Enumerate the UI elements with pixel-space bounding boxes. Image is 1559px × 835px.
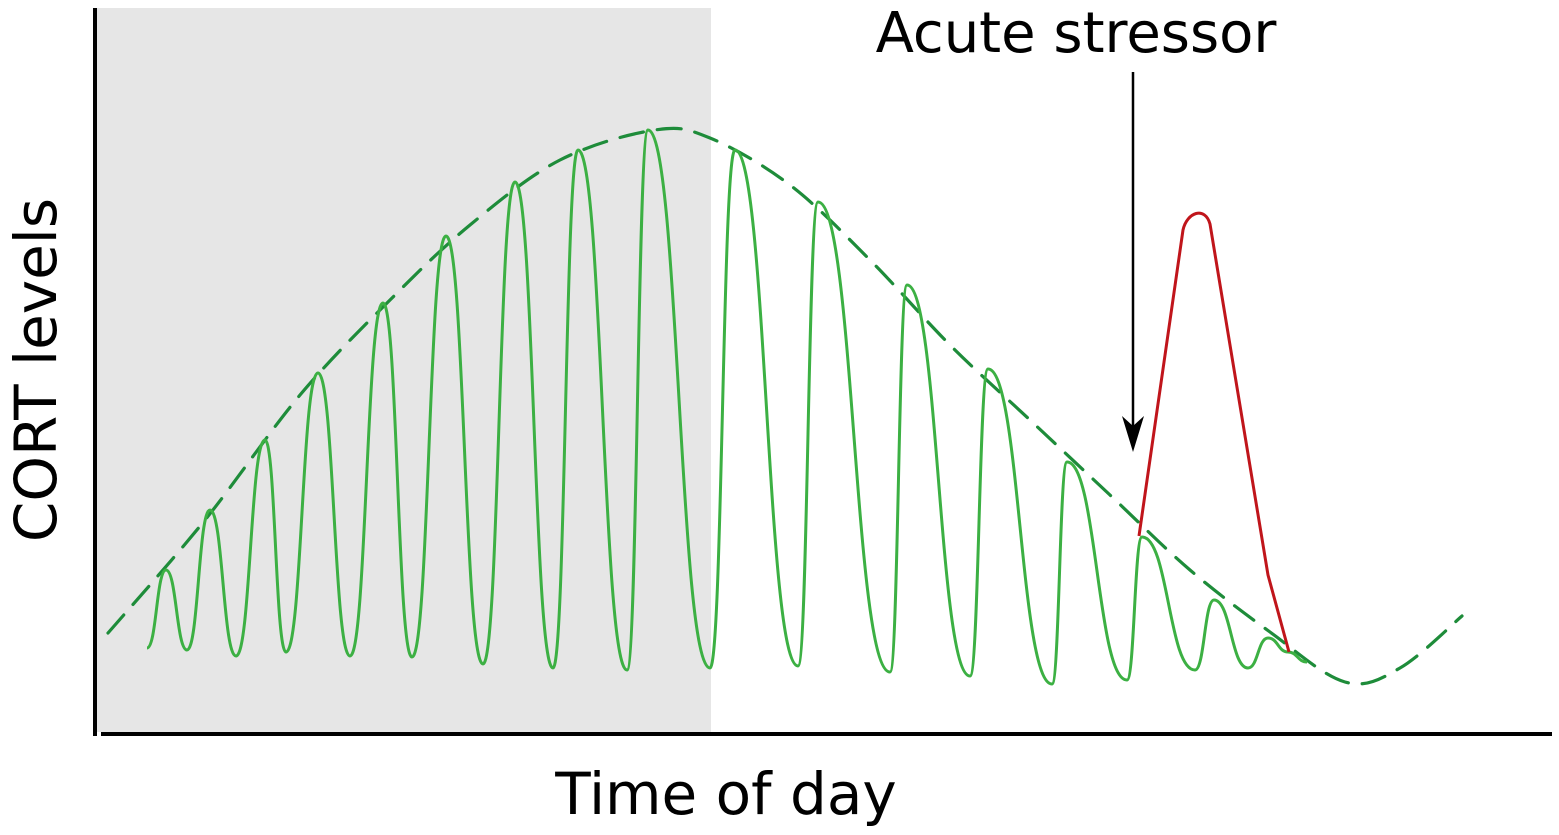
circadian-envelope-curve bbox=[106, 126, 1464, 686]
ultradian-pulse-curve bbox=[145, 128, 1308, 686]
stressor-arrowhead bbox=[1122, 416, 1144, 452]
annotation-label: Acute stressor bbox=[876, 1, 1278, 66]
stress-response-curve bbox=[1137, 211, 1291, 653]
y-axis-label: CORT levels bbox=[2, 198, 70, 542]
x-axis-label: Time of day bbox=[554, 760, 896, 828]
